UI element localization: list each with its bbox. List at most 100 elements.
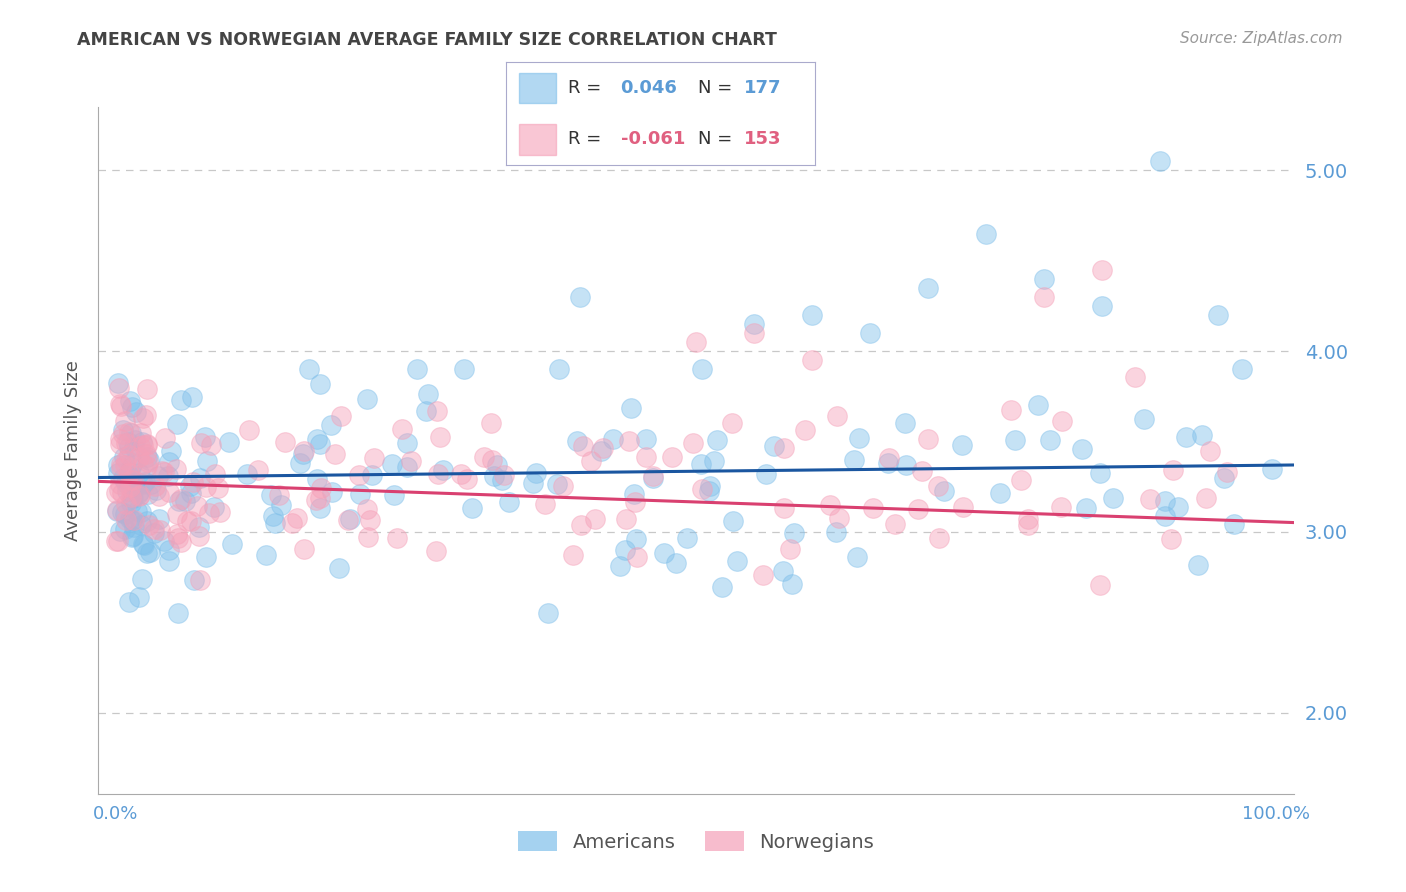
Americans	[121, 400, 143, 414]
Americans	[170, 392, 193, 407]
Norwegians	[107, 534, 129, 549]
Americans	[236, 467, 259, 482]
Americans	[537, 606, 560, 620]
Americans	[138, 452, 160, 467]
Norwegians	[157, 485, 180, 500]
Norwegians	[132, 411, 155, 425]
Americans	[395, 460, 418, 475]
Norwegians	[1010, 473, 1032, 487]
Americans	[309, 437, 332, 451]
Americans	[167, 494, 190, 508]
Americans	[115, 475, 138, 490]
Norwegians	[391, 422, 413, 436]
Americans	[319, 418, 342, 433]
Norwegians	[186, 499, 208, 513]
Text: AMERICAN VS NORWEGIAN AVERAGE FAMILY SIZE CORRELATION CHART: AMERICAN VS NORWEGIAN AVERAGE FAMILY SIZ…	[77, 31, 778, 49]
Americans	[453, 362, 475, 376]
Americans	[665, 556, 688, 570]
Americans	[859, 326, 882, 340]
Norwegians	[426, 404, 449, 418]
Norwegians	[862, 501, 884, 516]
Americans	[290, 456, 312, 470]
Americans	[689, 458, 711, 472]
Americans	[118, 440, 141, 454]
Americans	[148, 512, 170, 526]
Americans	[128, 590, 150, 604]
Norwegians	[616, 512, 638, 526]
Norwegians	[1198, 444, 1220, 458]
Americans	[950, 438, 973, 452]
Norwegians	[1050, 500, 1073, 515]
Norwegians	[907, 501, 929, 516]
Americans	[917, 281, 939, 295]
Americans	[524, 466, 547, 480]
Americans	[254, 549, 277, 563]
Norwegians	[150, 464, 173, 478]
Americans	[932, 483, 955, 498]
Americans	[725, 554, 748, 568]
Norwegians	[167, 532, 190, 546]
Americans	[416, 386, 439, 401]
Americans	[710, 581, 733, 595]
Norwegians	[120, 473, 142, 487]
Norwegians	[534, 497, 557, 511]
Americans	[548, 362, 571, 376]
Americans	[157, 455, 180, 469]
Norwegians	[114, 452, 136, 467]
Americans	[1033, 271, 1056, 285]
Norwegians	[952, 500, 974, 514]
Americans	[568, 290, 591, 304]
Americans	[1039, 434, 1062, 448]
Americans	[153, 533, 176, 548]
Americans	[1167, 500, 1189, 515]
Americans	[1149, 154, 1171, 169]
Norwegians	[641, 469, 664, 483]
Norwegians	[128, 450, 150, 464]
Americans	[120, 394, 142, 409]
Y-axis label: Average Family Size: Average Family Size	[63, 360, 82, 541]
Americans	[623, 487, 645, 501]
Norwegians	[129, 439, 152, 453]
Norwegians	[1195, 491, 1218, 505]
Americans	[297, 362, 319, 376]
Americans	[415, 404, 437, 418]
Norwegians	[772, 500, 794, 515]
Americans	[157, 469, 180, 483]
Americans	[125, 405, 148, 419]
Norwegians	[148, 489, 170, 503]
Norwegians	[108, 397, 131, 411]
Norwegians	[661, 450, 683, 465]
Americans	[498, 495, 520, 509]
Norwegians	[323, 447, 346, 461]
Norwegians	[472, 450, 495, 465]
Norwegians	[170, 535, 193, 549]
Norwegians	[138, 518, 160, 533]
Norwegians	[292, 542, 315, 557]
Norwegians	[135, 382, 157, 396]
Americans	[349, 487, 371, 501]
Americans	[136, 486, 159, 500]
Norwegians	[479, 416, 502, 430]
Norwegians	[118, 480, 141, 494]
Americans	[145, 483, 167, 498]
Americans	[120, 512, 142, 526]
Text: N =: N =	[697, 79, 738, 97]
Americans	[1076, 501, 1098, 516]
Norwegians	[481, 452, 503, 467]
Norwegians	[135, 447, 157, 461]
Americans	[1028, 398, 1050, 412]
Americans	[842, 452, 865, 467]
Norwegians	[911, 464, 934, 478]
Americans	[148, 469, 170, 483]
Americans	[721, 515, 744, 529]
Norwegians	[309, 481, 332, 495]
Americans	[110, 524, 132, 538]
Norwegians	[801, 353, 824, 368]
Norwegians	[624, 495, 647, 509]
Norwegians	[427, 467, 450, 481]
Norwegians	[572, 439, 595, 453]
Americans	[107, 376, 129, 390]
Norwegians	[1091, 262, 1114, 277]
Americans	[122, 529, 145, 543]
Norwegians	[494, 467, 516, 482]
